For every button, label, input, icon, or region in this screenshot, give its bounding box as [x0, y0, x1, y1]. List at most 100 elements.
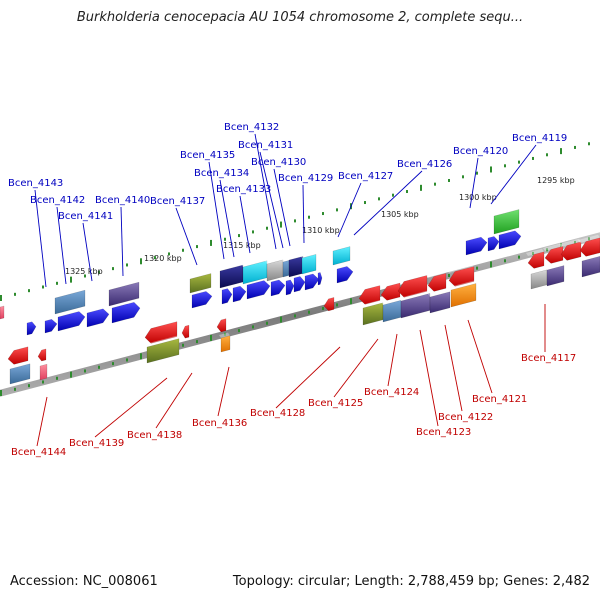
- gene-label[interactable]: Bcen_4123: [416, 427, 471, 438]
- gene-feature[interactable]: [527, 251, 545, 269]
- gene-feature[interactable]: [108, 281, 140, 307]
- gene-feature[interactable]: [220, 335, 231, 353]
- tick-mark: [182, 343, 184, 347]
- gene-label[interactable]: Bcen_4133: [216, 184, 271, 195]
- gene-label[interactable]: Bcen_4119: [512, 133, 567, 144]
- gene-feature[interactable]: [448, 266, 475, 287]
- gene-feature[interactable]: [7, 346, 29, 365]
- gene-label[interactable]: Bcen_4135: [180, 150, 235, 161]
- gene-label[interactable]: Bcen_4120: [453, 146, 508, 157]
- gene-feature[interactable]: [39, 363, 48, 381]
- gene-label[interactable]: Bcen_4124: [364, 387, 419, 398]
- tick-mark: [476, 266, 478, 270]
- tick-mark: [210, 239, 212, 246]
- tick-mark: [112, 362, 114, 366]
- gene-feature[interactable]: [323, 297, 335, 312]
- tick-mark: [518, 255, 520, 259]
- gene-feature[interactable]: [221, 288, 233, 305]
- gene-label[interactable]: Bcen_4125: [308, 398, 363, 409]
- gene-feature[interactable]: [293, 276, 306, 293]
- tick-mark: [42, 285, 44, 289]
- gene-label[interactable]: Bcen_4137: [150, 196, 205, 207]
- gene-feature-bevel: [0, 302, 4, 307]
- gene-label[interactable]: Bcen_4128: [250, 408, 305, 419]
- gene-feature[interactable]: [285, 279, 295, 296]
- gene-feature[interactable]: [579, 237, 600, 257]
- leader-line: [175, 207, 198, 266]
- gene-feature-bevel: [231, 281, 246, 288]
- gene-label[interactable]: Bcen_4121: [472, 394, 527, 405]
- gene-feature[interactable]: [581, 256, 600, 278]
- gene-label[interactable]: Bcen_4130: [251, 157, 306, 168]
- gene-label[interactable]: Bcen_4132: [224, 122, 279, 133]
- gene-feature[interactable]: [44, 318, 58, 334]
- gene-feature[interactable]: [465, 236, 488, 256]
- tick-mark: [546, 248, 548, 252]
- leader-line: [275, 346, 341, 409]
- tick-mark: [560, 148, 562, 155]
- gene-feature[interactable]: [546, 265, 565, 287]
- gene-feature[interactable]: [336, 266, 354, 284]
- gene-label[interactable]: Bcen_4134: [194, 168, 249, 179]
- gene-feature[interactable]: [191, 291, 213, 309]
- gene-feature-bevel: [399, 290, 430, 301]
- gene-label[interactable]: Bcen_4143: [8, 178, 63, 189]
- gene-label[interactable]: Bcen_4122: [438, 412, 493, 423]
- gene-feature[interactable]: [57, 311, 86, 332]
- gene-feature[interactable]: [0, 305, 5, 320]
- gene-feature-bevel: [220, 284, 232, 290]
- gene-label[interactable]: Bcen_4142: [30, 195, 85, 206]
- gene-feature[interactable]: [86, 308, 110, 328]
- gene-label[interactable]: Bcen_4126: [397, 159, 452, 170]
- tick-mark: [42, 380, 44, 384]
- gene-label[interactable]: Bcen_4136: [192, 418, 247, 429]
- gene-feature-bevel: [300, 251, 316, 258]
- gene-label[interactable]: Bcen_4117: [521, 353, 576, 364]
- tick-mark: [504, 164, 506, 168]
- gene-feature[interactable]: [429, 291, 451, 314]
- tick-mark: [14, 387, 16, 391]
- gene-feature[interactable]: [232, 285, 247, 303]
- gene-feature[interactable]: [111, 301, 141, 324]
- gene-feature[interactable]: [282, 260, 290, 278]
- gene-feature[interactable]: [301, 254, 317, 275]
- gene-feature[interactable]: [317, 272, 323, 286]
- gene-feature[interactable]: [450, 283, 477, 308]
- gene-feature[interactable]: [270, 279, 286, 297]
- gene-feature[interactable]: [26, 321, 37, 336]
- gene-feature[interactable]: [332, 246, 351, 266]
- gene-feature[interactable]: [397, 275, 428, 298]
- gene-label[interactable]: Bcen_4138: [127, 430, 182, 441]
- gene-feature[interactable]: [427, 272, 447, 292]
- gene-feature-bevel: [8, 360, 30, 369]
- gene-label[interactable]: Bcen_4140: [95, 195, 150, 206]
- gene-feature[interactable]: [304, 273, 320, 291]
- gene-feature[interactable]: [189, 273, 212, 294]
- gene-feature[interactable]: [487, 236, 500, 252]
- gene-feature[interactable]: [498, 230, 522, 250]
- leader-line: [333, 338, 379, 398]
- gene-label[interactable]: Bcen_4144: [11, 447, 66, 458]
- gene-label[interactable]: Bcen_4139: [69, 438, 124, 449]
- gene-feature[interactable]: [146, 338, 180, 364]
- tick-mark: [532, 156, 534, 160]
- tick-mark: [518, 160, 520, 164]
- gene-label[interactable]: Bcen_4129: [278, 173, 333, 184]
- gene-feature[interactable]: [493, 209, 520, 235]
- gene-label[interactable]: Bcen_4131: [238, 140, 293, 151]
- leader-line: [353, 170, 423, 236]
- gene-feature[interactable]: [9, 363, 31, 385]
- gene-feature-bevel: [335, 261, 353, 269]
- gene-feature[interactable]: [144, 321, 178, 344]
- gene-feature[interactable]: [246, 280, 271, 300]
- gene-label[interactable]: Bcen_4141: [58, 211, 113, 222]
- tick-mark: [0, 390, 2, 396]
- gene-feature[interactable]: [54, 289, 86, 315]
- gene-feature[interactable]: [181, 324, 190, 339]
- tick-mark: [280, 316, 282, 323]
- gene-feature[interactable]: [37, 348, 47, 362]
- gene-feature[interactable]: [216, 318, 227, 333]
- gene-feature-bevel: [486, 232, 499, 238]
- gene-label[interactable]: Bcen_4127: [338, 171, 393, 182]
- gene-feature[interactable]: [358, 285, 381, 305]
